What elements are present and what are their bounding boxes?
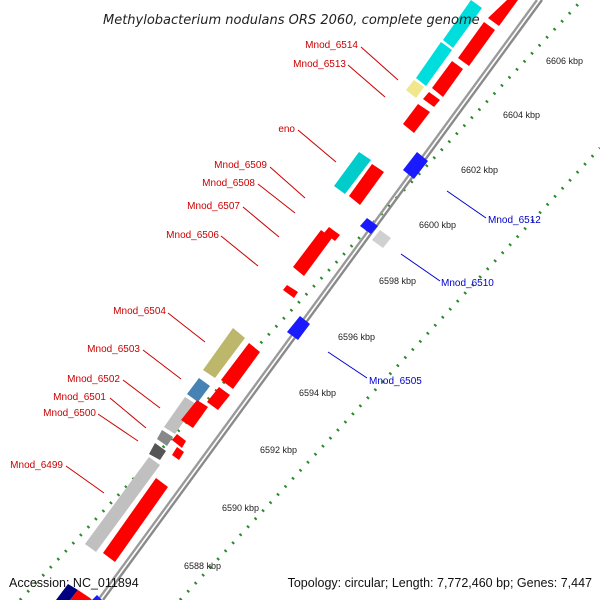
- accession-text: Accession: NC_011894: [9, 576, 139, 590]
- backbone-line-outer: [97, 0, 538, 600]
- gene-arrow-mnod-6512[interactable]: [403, 152, 428, 179]
- gene-arrow-mnod-6499[interactable]: [103, 478, 168, 562]
- gene-block-rna-top[interactable]: [443, 0, 482, 48]
- gene-arrow-mnod-6501[interactable]: [172, 434, 186, 448]
- leader-mnod-6501: [109, 397, 147, 429]
- gene-block-mnod-6510-pseudo[interactable]: [372, 230, 391, 248]
- gene-label-mnod-6513[interactable]: Mnod_6513: [293, 59, 346, 70]
- gene-label-mnod-6514[interactable]: Mnod_6514: [305, 40, 358, 51]
- gene-block-mnod-6504[interactable]: [203, 328, 245, 378]
- leader-mnod-6503: [142, 349, 182, 380]
- leader-mnod-6513: [347, 64, 386, 98]
- tick-label-6598: 6598 kbp: [379, 276, 416, 286]
- gene-label-mnod-6506[interactable]: Mnod_6506: [166, 230, 219, 241]
- gene-arrow-mnod-6508[interactable]: [324, 227, 340, 241]
- leader-mnod-6508: [257, 183, 296, 214]
- leader-mnod-6514: [360, 46, 399, 81]
- gene-arrow-top-2[interactable]: [488, 0, 518, 26]
- leader-mnod-6504: [167, 312, 206, 343]
- leader-mnod-6502: [122, 379, 161, 409]
- gene-arrow-mnod-6514[interactable]: [432, 61, 463, 97]
- tick-label-6594: 6594 kbp: [299, 388, 336, 398]
- gene-block-mnod-6501[interactable]: [157, 430, 173, 446]
- gene-arrow-mnod-6502[interactable]: [181, 400, 208, 428]
- gene-arrow-mnod-6509[interactable]: [349, 164, 384, 205]
- gene-label-mnod-6499[interactable]: Mnod_6499: [10, 460, 63, 471]
- gene-arrow-mnod-6513[interactable]: [423, 92, 440, 107]
- leader-eno: [297, 129, 337, 163]
- gene-label-mnod-6502[interactable]: Mnod_6502: [67, 374, 120, 385]
- gene-block-eno[interactable]: [334, 152, 371, 194]
- leader-mnod-6499: [65, 465, 105, 494]
- tick-label-6596: 6596 kbp: [338, 332, 375, 342]
- leader-mnod-6500: [97, 413, 139, 442]
- leader-mnod-6506: [220, 235, 259, 267]
- leader-mnod-6505: [327, 351, 368, 379]
- gene-block-navy[interactable]: [56, 584, 78, 600]
- gene-label-eno[interactable]: eno: [278, 124, 295, 135]
- gene-label-mnod-6503[interactable]: Mnod_6503: [87, 344, 140, 355]
- gene-arrow-mnod-6507[interactable]: [293, 230, 332, 276]
- leader-mnod-6509: [269, 166, 306, 199]
- gene-label-mnod-6501[interactable]: Mnod_6501: [53, 392, 106, 403]
- gene-arrow-mnod-6505[interactable]: [287, 316, 310, 340]
- tick-label-6592: 6592 kbp: [260, 445, 297, 455]
- gene-block-bottom-navy[interactable]: [92, 595, 102, 600]
- backbone-line-inner: [102, 0, 543, 600]
- gene-arrow-top-1[interactable]: [458, 22, 495, 66]
- gene-block-mnod-6502[interactable]: [164, 397, 196, 434]
- outer-tick-rail: [18, 0, 584, 600]
- genome-summary-text: Topology: circular; Length: 7,772,460 bp…: [288, 576, 592, 590]
- gene-label-mnod-6509[interactable]: Mnod_6509: [214, 160, 267, 171]
- gene-block-mnod-6500[interactable]: [149, 443, 166, 460]
- gene-arrow-eno[interactable]: [403, 104, 430, 133]
- gene-arrow-mnod-6504[interactable]: [221, 343, 260, 389]
- tick-label-6600: 6600 kbp: [419, 220, 456, 230]
- gene-block-mnod-6514[interactable]: [416, 42, 452, 86]
- leader-mnod-6507: [242, 206, 280, 238]
- gene-label-mnod-6500[interactable]: Mnod_6500: [43, 408, 96, 419]
- gene-block-mnod-6499-pseudo[interactable]: [85, 457, 160, 552]
- tick-label-6590: 6590 kbp: [222, 503, 259, 513]
- gene-block-mnod-6513[interactable]: [406, 80, 424, 98]
- gene-block-mnod-6503[interactable]: [187, 378, 210, 402]
- tick-label-6588: 6588 kbp: [184, 561, 221, 571]
- gene-label-mnod-6507[interactable]: Mnod_6507: [187, 201, 240, 212]
- gene-arrow-bottom-1[interactable]: [70, 590, 92, 600]
- leader-mnod-6510: [400, 253, 441, 282]
- gene-label-mnod-6508[interactable]: Mnod_6508: [202, 178, 255, 189]
- gene-arrow-mnod-6500[interactable]: [172, 447, 184, 460]
- gene-arrow-mnod-6503[interactable]: [207, 387, 230, 410]
- gene-arrow-mnod-6510[interactable]: [360, 218, 378, 234]
- tick-label-6606: 6606 kbp: [546, 56, 583, 66]
- gene-arrow-mnod-6506[interactable]: [283, 285, 298, 298]
- map-title: Methylobacterium nodulans ORS 2060, comp…: [103, 13, 480, 28]
- gene-label-mnod-6505[interactable]: Mnod_6505: [369, 376, 422, 387]
- gene-label-mnod-6512[interactable]: Mnod_6512: [488, 215, 541, 226]
- gene-label-mnod-6510[interactable]: Mnod_6510: [441, 278, 494, 289]
- leader-mnod-6512: [446, 190, 487, 219]
- tick-label-6604: 6604 kbp: [503, 110, 540, 120]
- tick-label-6602: 6602 kbp: [461, 165, 498, 175]
- inner-tick-rail: [178, 146, 600, 600]
- gene-label-mnod-6504[interactable]: Mnod_6504: [113, 306, 166, 317]
